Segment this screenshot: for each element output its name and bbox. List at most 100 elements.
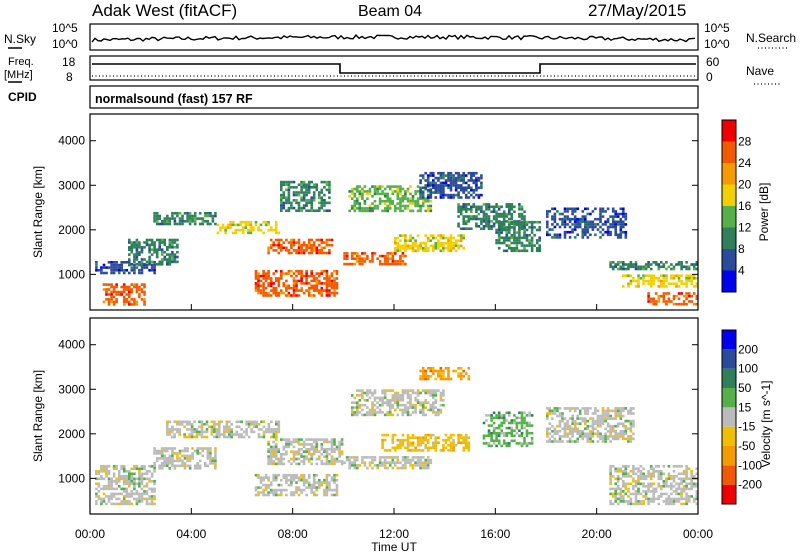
vel-cells-cell-2 xyxy=(275,423,278,426)
power-cells-cell-0 xyxy=(117,271,121,275)
vel-cells-cell-4 xyxy=(325,491,329,494)
power-cells-cell-6 xyxy=(282,284,286,288)
vel-cells-cell-10 xyxy=(657,502,661,506)
vel-cells-cell-0 xyxy=(125,502,129,506)
power-cells-cell-16 xyxy=(660,285,663,288)
vel-cells-cell-3 xyxy=(333,440,336,444)
vel-cells-cell-3 xyxy=(292,455,296,458)
power-cells-cell-14 xyxy=(576,217,579,221)
vel-cells-cell-10 xyxy=(667,472,671,476)
power-cells-cell-6 xyxy=(328,282,331,285)
power-cells-cell-3 xyxy=(181,217,184,220)
vel-cells-cell-1 xyxy=(181,454,184,458)
vel-cells-cell-9 xyxy=(596,409,600,413)
power-cells-cell-10 xyxy=(442,249,445,253)
power-cells-cell-14 xyxy=(614,210,617,213)
power-cells-cell-14 xyxy=(586,212,590,216)
power-cells-cell-17 xyxy=(652,302,655,306)
vel-cells-cell-11 xyxy=(432,369,435,373)
vel-cells-cell-3 xyxy=(285,450,288,453)
vel-cells-cell-10 xyxy=(632,487,635,491)
vel-cells-cell-8 xyxy=(487,424,491,427)
power-cells-cell-16 xyxy=(677,285,681,288)
vel-cells-cell-6 xyxy=(383,391,387,395)
vel-cells-cell-8 xyxy=(510,431,514,435)
vel-cells-cell-5 xyxy=(388,464,392,467)
vel-cells-cell-5 xyxy=(416,456,420,459)
vel-cells-cell-9 xyxy=(591,430,595,433)
power-cells-cell-7 xyxy=(310,186,313,189)
power-cells-cell-13 xyxy=(500,231,503,234)
power-cells-cell-13 xyxy=(508,244,511,247)
vel-cells-cell-6 xyxy=(401,411,405,414)
vel-cells-cell-10 xyxy=(624,465,628,468)
vel-cells-cell-8 xyxy=(487,442,491,445)
vel-cells-cell-0 xyxy=(145,477,149,481)
vel-cells-cell-0 xyxy=(145,492,149,496)
power-cells-cell-6 xyxy=(272,272,275,275)
power-cells-cell-16 xyxy=(665,277,668,280)
vel-cells-cell-7 xyxy=(464,446,468,450)
power-cells-cell-16 xyxy=(649,279,653,283)
vel-cells-cell-1 xyxy=(176,459,179,463)
power-cells-cell-16 xyxy=(652,277,655,280)
vel-cells-cell-10 xyxy=(609,480,612,483)
vel-cells-cell-2 xyxy=(188,420,191,424)
vel-cells-cell-6 xyxy=(366,413,369,417)
power-cells-cell-13 xyxy=(525,228,529,232)
power-cells-cell-5 xyxy=(267,251,270,255)
vel-cells-cell-2 xyxy=(213,435,216,439)
vel-cells-cell-7 xyxy=(401,438,405,442)
power-cells-cell-9 xyxy=(411,209,415,213)
vel-cells-cell-1 xyxy=(163,464,167,468)
vel-cells-cell-6 xyxy=(401,394,405,397)
power-cells-cell-11 xyxy=(421,174,425,177)
vel-cells-cell-1 xyxy=(206,464,210,468)
vel-cells-cell-9 xyxy=(571,422,574,425)
vel-cells-cell-9 xyxy=(551,409,554,413)
vel-cells-cell-10 xyxy=(657,472,661,476)
vel-cells-cell-8 xyxy=(497,411,501,415)
power-cells-cell-15 xyxy=(609,263,612,266)
power-cells-cell-4 xyxy=(247,228,250,232)
power-cells-cell-14 xyxy=(573,217,577,221)
power-cells-cell-0 xyxy=(97,269,101,272)
power-cells-cell-14 xyxy=(586,230,590,234)
vel-cells-cell-8 xyxy=(525,442,529,445)
power-cells-cell-14 xyxy=(606,230,610,234)
vel-cells-cell-2 xyxy=(200,420,204,424)
vel-cells-cell-0 xyxy=(117,472,121,476)
vel-cells-cell-4 xyxy=(257,486,260,489)
vel-cells-cell-1 xyxy=(214,447,217,450)
vel-cells-cell-3 xyxy=(338,452,341,456)
power-cells-cell-8 xyxy=(394,262,397,266)
power-cells-cell-2 xyxy=(135,238,139,242)
vel-cells-cell-9 xyxy=(561,435,564,438)
y-tick-label: 3000 xyxy=(58,382,85,396)
velocity-colorbar-tick: -15 xyxy=(738,420,756,434)
power-cells-cell-7 xyxy=(297,193,301,197)
vel-cells-cell-3 xyxy=(300,443,303,446)
vel-cells-cell-6 xyxy=(396,391,400,395)
vel-cells-cell-11 xyxy=(442,369,445,373)
vel-cells-cell-9 xyxy=(546,430,549,433)
vel-cells-cell-9 xyxy=(573,422,577,425)
power-cells-cell-2 xyxy=(168,263,172,266)
power-cells-cell-6 xyxy=(320,294,324,297)
vel-cells-cell-1 xyxy=(198,467,202,470)
vel-cells-cell-8 xyxy=(523,439,526,443)
vel-cells-cell-9 xyxy=(548,422,552,425)
power-cells-cell-13 xyxy=(538,249,541,253)
power-cells-cell-7 xyxy=(312,193,316,197)
vel-cells-cell-0 xyxy=(102,487,106,491)
power-cells-cell-9 xyxy=(399,192,402,196)
power-cells-cell-10 xyxy=(457,244,460,248)
power-cells-cell-11 xyxy=(475,193,478,197)
power-cells-cell-0 xyxy=(138,271,141,275)
vel-cells-cell-8 xyxy=(495,444,498,448)
power-cells-cell-2 xyxy=(171,238,174,242)
vel-cells-cell-9 xyxy=(563,432,567,436)
vel-cells-cell-6 xyxy=(371,408,374,412)
vel-cells-cell-2 xyxy=(185,428,189,431)
power-cells-cell-12 xyxy=(480,205,483,209)
